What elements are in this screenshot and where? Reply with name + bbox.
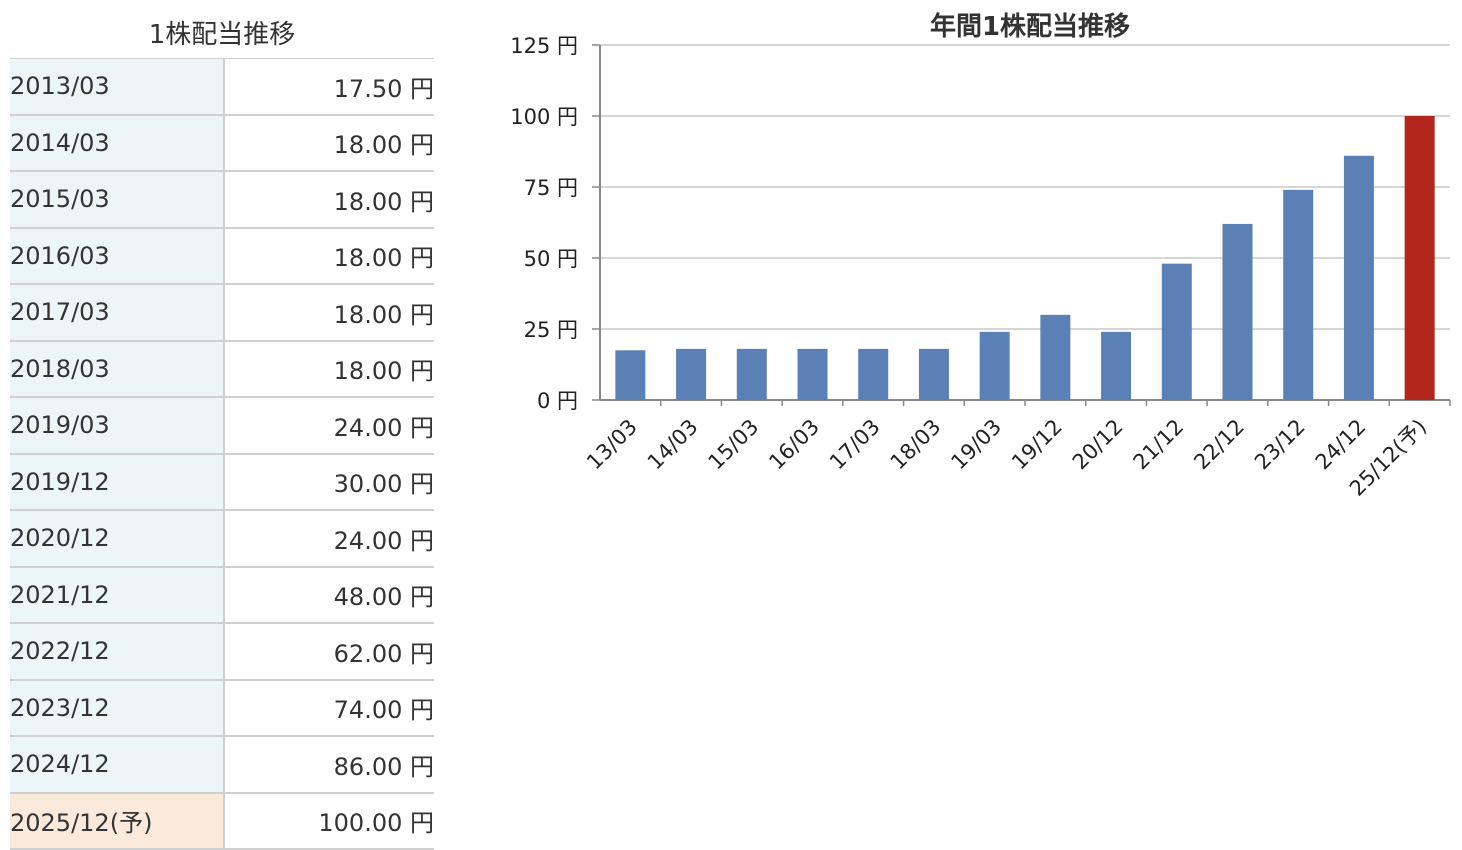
table-row: 2019/12 30.00 円 [10, 453, 434, 511]
table-row: 2015/03 18.00 円 [10, 170, 434, 229]
table-title: 1株配当推移 [148, 20, 296, 50]
y-tick-label: 75 円 [524, 176, 578, 200]
dividend-value-cell: 18.00 円 [224, 170, 434, 229]
bar [736, 348, 767, 400]
dividend-value-cell: 30.00 円 [224, 453, 434, 511]
table-row: 2019/03 24.00 円 [10, 396, 434, 455]
chart-title: 年間1株配当推移 [930, 11, 1130, 42]
dividend-value-cell: 74.00 円 [224, 679, 434, 737]
x-tick-label: 24/12 [1311, 415, 1371, 475]
bar [1101, 331, 1132, 400]
period-cell: 2017/03 [10, 283, 225, 342]
dividend-value-cell: 24.00 円 [224, 396, 434, 455]
bar [676, 348, 707, 400]
bar [1404, 116, 1435, 400]
period-cell: 2019/12 [10, 453, 225, 511]
table-row: 2023/12 74.00 円 [10, 679, 434, 737]
x-tick-label: 19/12 [1007, 415, 1067, 475]
period-cell: 2024/12 [10, 735, 225, 794]
bar [1343, 155, 1374, 400]
period-cell: 2015/03 [10, 170, 225, 229]
table-row: 2018/03 18.00 円 [10, 340, 434, 398]
dividend-table-panel: 1株配当推移 2013/03 17.50 円 2014/03 18.00 円 2015/… [10, 0, 434, 850]
period-cell: 2020/12 [10, 509, 225, 568]
y-tick-label: 0 円 [537, 389, 578, 413]
dividend-value-cell: 86.00 円 [224, 735, 434, 794]
period-cell: 2021/12 [10, 566, 225, 624]
bar [1040, 314, 1071, 400]
x-tick-label: 16/03 [764, 415, 824, 475]
x-tick-label: 19/03 [946, 415, 1006, 475]
bar [615, 350, 646, 400]
period-cell: 2018/03 [10, 340, 225, 398]
table-row: 2014/03 18.00 円 [10, 114, 434, 172]
dividend-value-cell: 17.50 円 [224, 58, 434, 116]
x-tick-label: 18/03 [886, 415, 946, 475]
dividend-value-cell: 100.00 円 [224, 792, 434, 850]
table-row: 2025/12(予) 100.00 円 [10, 792, 434, 850]
period-cell: 2016/03 [10, 227, 225, 285]
x-tick-label: 15/03 [704, 415, 764, 475]
bar [797, 348, 828, 400]
period-cell: 2022/12 [10, 622, 225, 681]
table-row: 2022/12 62.00 円 [10, 622, 434, 681]
table-row: 2017/03 18.00 円 [10, 283, 434, 342]
period-cell: 2025/12(予) [10, 792, 225, 850]
x-tick-label: 23/12 [1250, 415, 1310, 475]
y-tick-label: 25 円 [524, 318, 578, 342]
dividend-value-cell: 18.00 円 [224, 340, 434, 398]
table-row: 2020/12 24.00 円 [10, 509, 434, 568]
period-cell: 2014/03 [10, 114, 225, 172]
table-row: 2024/12 86.00 円 [10, 735, 434, 794]
dividend-value-cell: 48.00 円 [224, 566, 434, 624]
table-row: 2016/03 18.00 円 [10, 227, 434, 285]
x-tick-label: 17/03 [825, 415, 885, 475]
period-cell: 2019/03 [10, 396, 225, 455]
bar [979, 331, 1010, 400]
dividend-value-cell: 62.00 円 [224, 622, 434, 681]
y-tick-label: 100 円 [510, 105, 578, 129]
bar [918, 348, 949, 400]
dividend-value-cell: 24.00 円 [224, 509, 434, 568]
bar [858, 348, 889, 400]
y-tick-label: 50 円 [524, 247, 578, 271]
dividend-value-cell: 18.00 円 [224, 114, 434, 172]
dividend-value-cell: 18.00 円 [224, 227, 434, 285]
dividend-value-cell: 18.00 円 [224, 283, 434, 342]
x-tick-label: 13/03 [582, 415, 642, 475]
bar [1222, 223, 1253, 400]
bar [1161, 263, 1192, 400]
y-tick-label: 125 円 [510, 34, 578, 58]
period-cell: 2013/03 [10, 58, 225, 116]
dividend-table: 2013/03 17.50 円 2014/03 18.00 円 2015/03 18.00… [10, 58, 434, 850]
dividend-chart-panel: 年間1株配当推移 0 円 25 円 50 円 75 円 100 円 125 円 13/03 14… [470, 0, 1462, 520]
period-cell: 2023/12 [10, 679, 225, 737]
x-tick-label: 20/12 [1068, 415, 1128, 475]
x-tick-label: 14/03 [643, 415, 703, 475]
dividend-bar-chart: 年間1株配当推移 0 円 25 円 50 円 75 円 100 円 125 円 13/03 14… [510, 11, 1451, 501]
table-row: 2021/12 48.00 円 [10, 566, 434, 624]
x-tick-label: 21/12 [1129, 415, 1189, 475]
bar [1283, 189, 1314, 400]
x-tick-label: 22/12 [1189, 415, 1249, 475]
table-row: 2013/03 17.50 円 [10, 58, 434, 116]
